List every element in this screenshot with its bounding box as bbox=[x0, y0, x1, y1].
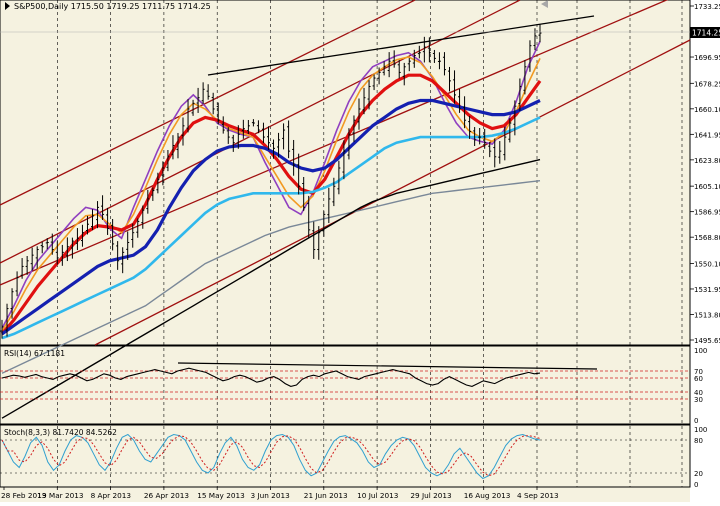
price-tick-label: 1623.80 bbox=[694, 157, 720, 165]
price-tick-label: 1550.10 bbox=[694, 260, 720, 268]
rsi-line bbox=[1, 367, 541, 387]
time-tick-label: 28 Feb 2013 bbox=[1, 491, 47, 500]
current-price-box bbox=[690, 27, 720, 38]
resistance-trendline bbox=[207, 15, 595, 76]
price-tick-label: 1513.80 bbox=[694, 311, 720, 319]
price-tick-label: 1733.25 bbox=[694, 3, 720, 11]
moving-averages bbox=[0, 41, 542, 419]
rsi-tick-label: 0 bbox=[694, 417, 698, 425]
price-tick-label: 1568.80 bbox=[694, 234, 720, 242]
time-tick-label: 19 Mar 2013 bbox=[37, 491, 84, 500]
current-price-label: 1714.25 bbox=[692, 29, 720, 38]
stoch-panel-frame bbox=[0, 424, 691, 488]
stoch-tick-label: 80 bbox=[694, 437, 703, 445]
time-tick-label: 15 May 2013 bbox=[197, 491, 245, 500]
price-tick-label: 1586.95 bbox=[694, 209, 720, 217]
time-tick-label: 26 Apr 2013 bbox=[144, 491, 189, 500]
price-tick-label: 1696.95 bbox=[694, 54, 720, 62]
rsi-tick-label: 60 bbox=[694, 375, 703, 383]
price-tick-label: 1660.10 bbox=[694, 106, 720, 114]
stoch-axis: 100 80 20 0 bbox=[694, 426, 707, 489]
moving-average-line bbox=[1, 98, 541, 336]
stoch-tick-label: 20 bbox=[694, 470, 703, 478]
rsi-tick-label: 100 bbox=[694, 347, 707, 355]
price-tick-label: 1641.95 bbox=[694, 131, 720, 139]
stoch-tick-label: 100 bbox=[694, 426, 707, 434]
time-tick-label: 16 Aug 2013 bbox=[464, 491, 511, 500]
stoch-signal-line bbox=[1, 435, 541, 477]
rsi-panel-frame bbox=[0, 345, 691, 425]
moving-average-line bbox=[0, 73, 542, 335]
rsi-tick-label: 70 bbox=[694, 368, 703, 376]
chart-title: S&P500,Daily 1715.50 1719.25 1711.75 171… bbox=[14, 2, 211, 11]
rsi-title: RSI(14) 67.1181 bbox=[4, 349, 65, 358]
time-tick-label: 4 Sep 2013 bbox=[517, 491, 559, 500]
price-tick-label: 1495.65 bbox=[694, 337, 720, 345]
channel-line-upper bbox=[0, 0, 521, 264]
cursor-marker-icon bbox=[541, 0, 548, 8]
time-tick-label: 10 Jul 2013 bbox=[357, 491, 399, 500]
channel-line-lower bbox=[94, 39, 691, 346]
moving-average-line bbox=[1, 116, 541, 340]
price-tick-label: 1531.95 bbox=[694, 286, 720, 294]
rsi-trendline bbox=[177, 362, 598, 370]
rsi-tick-label: 40 bbox=[694, 389, 703, 397]
stoch-title: Stoch(8,3,3) 81.7420 84.5262 bbox=[4, 428, 117, 437]
channel-line-upper-outer bbox=[0, 0, 416, 206]
price-tick-label: 1678.25 bbox=[694, 80, 720, 88]
time-tick-label: 29 Jul 2013 bbox=[410, 491, 452, 500]
arrow-icon bbox=[5, 2, 10, 10]
moving-average-line bbox=[1, 180, 541, 374]
stoch-levels bbox=[0, 439, 690, 474]
moving-average-line bbox=[1, 158, 541, 419]
price-channel bbox=[0, 0, 691, 346]
time-tick-label: 21 Jun 2013 bbox=[304, 491, 348, 500]
time-tick-label: 8 Apr 2013 bbox=[91, 491, 132, 500]
price-axis-panel bbox=[690, 0, 720, 502]
time-tick-label: 3 Jun 2013 bbox=[251, 491, 291, 500]
moving-average-line bbox=[1, 41, 541, 329]
stoch-main-line bbox=[1, 433, 541, 480]
rsi-tick-label: 30 bbox=[694, 396, 703, 404]
price-panel-frame bbox=[0, 0, 691, 346]
price-tick-label: 1605.10 bbox=[694, 183, 720, 191]
stoch-tick-label: 0 bbox=[694, 481, 698, 489]
grid bbox=[56, 0, 683, 487]
channel-line-middle bbox=[0, 0, 669, 286]
